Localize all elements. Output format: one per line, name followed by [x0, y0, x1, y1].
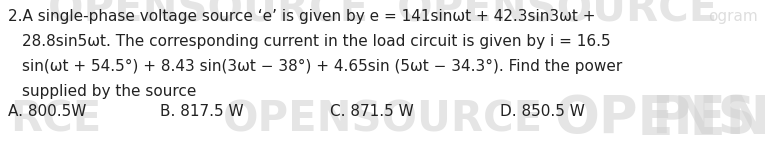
Text: OPENSOURCE  OPENSOURCE: OPENSOURCE OPENSOURCE [48, 0, 718, 31]
Text: C. 871.5 W: C. 871.5 W [330, 104, 414, 119]
Text: OPENSOURCE: OPENSOURCE [223, 98, 543, 140]
Text: A. 800.5W: A. 800.5W [8, 104, 87, 119]
Text: 28.8sin5ωt. The corresponding current in the load circuit is given by i = 16.5: 28.8sin5ωt. The corresponding current in… [22, 34, 611, 49]
Text: 2.A single-phase voltage source ‘e’ is given by e = 141sinωt + 42.3sin3ωt +: 2.A single-phase voltage source ‘e’ is g… [8, 9, 595, 24]
Text: PENS: PENS [652, 93, 766, 145]
Text: sin(ωt + 54.5°) + 8.43 sin(3ωt − 38°) + 4.65sin (5ωt − 34.3°). Find the power: sin(ωt + 54.5°) + 8.43 sin(3ωt − 38°) + … [22, 59, 622, 74]
Text: RCE: RCE [10, 98, 101, 140]
Text: B. 817.5 W: B. 817.5 W [160, 104, 244, 119]
Text: OPENS: OPENS [555, 93, 756, 145]
Text: D. 850.5 W: D. 850.5 W [500, 104, 585, 119]
Text: ogram: ogram [709, 9, 758, 24]
Text: supplied by the source: supplied by the source [22, 84, 196, 99]
